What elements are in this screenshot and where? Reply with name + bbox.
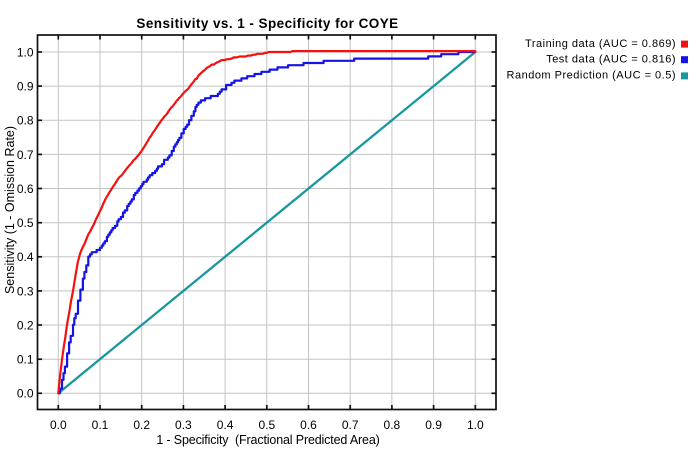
svg-text:Sensitivity vs. 1 - Specificit: Sensitivity vs. 1 - Specificity for COYE bbox=[136, 16, 398, 31]
svg-text:0.1: 0.1 bbox=[17, 353, 34, 367]
svg-text:0.4: 0.4 bbox=[217, 418, 234, 432]
svg-text:Random Prediction (AUC = 0.5): Random Prediction (AUC = 0.5) bbox=[507, 70, 676, 82]
svg-text:0.7: 0.7 bbox=[342, 418, 359, 432]
svg-text:0.5: 0.5 bbox=[17, 216, 34, 230]
svg-text:0.6: 0.6 bbox=[300, 418, 317, 432]
svg-text:Sensitivity (1 - Omission Rate: Sensitivity (1 - Omission Rate) bbox=[3, 126, 17, 294]
svg-text:0.1: 0.1 bbox=[92, 418, 109, 432]
svg-text:0.9: 0.9 bbox=[17, 80, 34, 94]
svg-text:0.8: 0.8 bbox=[384, 418, 401, 432]
svg-text:1.0: 1.0 bbox=[467, 418, 484, 432]
svg-text:0.9: 0.9 bbox=[425, 418, 442, 432]
svg-text:0.3: 0.3 bbox=[17, 284, 34, 298]
svg-text:0.7: 0.7 bbox=[17, 148, 34, 162]
svg-text:0.2: 0.2 bbox=[133, 418, 150, 432]
svg-text:1.0: 1.0 bbox=[17, 45, 34, 59]
svg-text:0.5: 0.5 bbox=[258, 418, 275, 432]
svg-text:1 - Specificity (Fractional P: 1 - Specificity (Fractional Predicted Ar… bbox=[156, 433, 379, 447]
svg-text:Test data (AUC = 0.816): Test data (AUC = 0.816) bbox=[546, 54, 676, 66]
svg-text:Training data (AUC = 0.869): Training data (AUC = 0.869) bbox=[525, 38, 676, 50]
svg-text:0.4: 0.4 bbox=[17, 250, 34, 264]
svg-text:0.8: 0.8 bbox=[17, 114, 34, 128]
svg-text:0.0: 0.0 bbox=[17, 387, 34, 401]
svg-text:0.2: 0.2 bbox=[17, 318, 34, 332]
svg-text:0.6: 0.6 bbox=[17, 182, 34, 196]
svg-text:0.3: 0.3 bbox=[175, 418, 192, 432]
svg-text:0.0: 0.0 bbox=[50, 418, 67, 432]
